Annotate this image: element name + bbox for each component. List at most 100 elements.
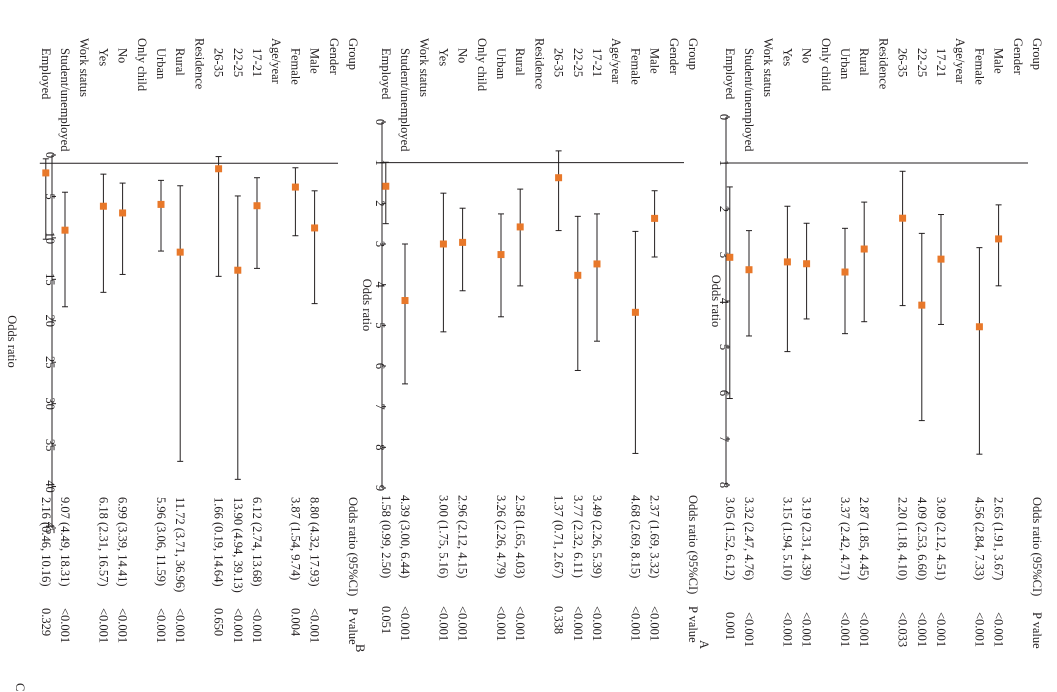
or-ci-value: 3.26 (2.26, 4.79): [494, 495, 508, 578]
x-tick-label: 8: [717, 482, 731, 488]
or-ci-value: 1.58 (0.99, 2.50): [379, 495, 393, 578]
row-label: Male: [308, 48, 322, 74]
row-label: Urban: [838, 48, 852, 80]
or-ci-value: 1.66 (0.19, 14.64): [212, 497, 226, 587]
or-ci-value: 8.80 (4.32, 17.93): [308, 497, 322, 587]
row-label: 26-35: [552, 48, 566, 77]
p-value: <0.001: [116, 608, 130, 643]
row-label: Female: [628, 48, 642, 85]
p-value: <0.001: [456, 606, 470, 641]
row-label: 17-21: [934, 48, 948, 77]
or-point: [401, 297, 409, 305]
row-label: Student/unemployed: [398, 48, 412, 152]
row-label: Yes: [96, 48, 110, 66]
or-ci-value: 6.12 (2.74, 13.68): [250, 497, 264, 587]
p-value: <0.001: [436, 606, 450, 641]
x-tick-label: 15: [43, 273, 57, 286]
or-ci-value: 4.56 (2.84, 7.33): [972, 497, 986, 580]
row-label: Student/unemployed: [742, 48, 756, 152]
or-point: [234, 266, 242, 274]
group-label: Residence: [876, 38, 890, 90]
p-value: <0.001: [857, 612, 871, 647]
row-label: Yes: [780, 48, 794, 66]
p-value: <0.001: [780, 612, 794, 647]
p-value: <0.001: [628, 606, 642, 641]
or-ci-value: 5.96 (3.06, 11.59): [154, 497, 168, 586]
or-point: [61, 226, 69, 234]
x-tick-label: 4: [373, 282, 387, 289]
p-value: <0.001: [992, 612, 1006, 647]
or-point: [918, 301, 926, 309]
p-value: <0.001: [96, 608, 110, 643]
group-label: Work status: [77, 38, 91, 97]
or-ci-value: 2.96 (2.12, 4.15): [456, 495, 470, 578]
group-label: Age/year: [269, 38, 283, 85]
row-label: No: [116, 48, 130, 63]
or-ci-value: 2.20 (1.18, 4.10): [896, 497, 910, 580]
x-axis-title: Odds ratio: [709, 275, 723, 327]
x-tick-label: 6: [717, 390, 731, 396]
or-ci-value: 3.37 (2.42, 4.71): [838, 497, 852, 580]
or-ci-value: 3.32 (2.47, 4.76): [742, 497, 756, 580]
row-label: Female: [288, 48, 302, 85]
p-value: <0.001: [838, 612, 852, 647]
or-ci-value: 3.09 (2.12, 4.51): [934, 497, 948, 580]
or-ci-value: 1.37 (0.71, 2.67): [552, 495, 566, 578]
group-label: Only child: [819, 38, 833, 92]
group-label: Age/year: [953, 38, 967, 85]
x-tick-label: 0: [43, 152, 57, 158]
x-tick-label: 1: [717, 160, 731, 166]
group-label: Group: [686, 38, 700, 70]
panel-letter: B: [353, 644, 367, 652]
p-value: <0.001: [742, 612, 756, 647]
row-label: 17-21: [590, 48, 604, 77]
x-tick-label: 2: [373, 200, 387, 206]
or-point: [382, 182, 390, 190]
x-tick-label: 20: [43, 315, 57, 328]
or-ci-value: 6.99 (3.39, 14.41): [116, 497, 130, 587]
p-value: <0.001: [915, 612, 929, 647]
p-column-header: P value: [346, 608, 360, 645]
or-ci-value: 11.72 (3.71, 36.96): [173, 497, 187, 592]
p-value: 0.650: [212, 608, 226, 636]
p-value: 0.338: [552, 606, 566, 634]
or-column-header: Odds ratio (95%CI): [346, 497, 360, 596]
or-ci-value: 3.49 (2.26, 5.39): [590, 495, 604, 578]
or-point: [157, 200, 165, 208]
or-point: [439, 240, 447, 248]
p-value: <0.001: [571, 606, 585, 641]
row-label: Yes: [436, 48, 450, 66]
group-label: Gender: [327, 38, 341, 76]
or-ci-value: 4.68 (2.69, 8.15): [628, 495, 642, 578]
or-point: [995, 235, 1003, 243]
x-tick-label: 7: [373, 404, 387, 410]
or-point: [291, 183, 299, 191]
p-value: <0.001: [250, 608, 264, 643]
p-value: <0.001: [231, 608, 245, 643]
or-point: [459, 238, 467, 246]
x-axis-title: Odds ratio: [360, 279, 374, 331]
x-tick-label: 35: [43, 439, 57, 452]
or-point: [860, 245, 868, 253]
p-column-header: P value: [1030, 612, 1044, 649]
group-label: Gender: [1011, 38, 1025, 76]
p-value: <0.001: [58, 608, 72, 643]
or-point: [516, 223, 524, 231]
x-tick-label: 6: [373, 363, 387, 369]
p-value: <0.001: [934, 612, 948, 647]
group-label: Only child: [135, 38, 149, 92]
x-tick-label: 1: [373, 160, 387, 166]
x-tick-label: 25: [43, 356, 57, 369]
row-label: No: [800, 48, 814, 63]
or-point: [253, 202, 261, 210]
or-ci-value: 9.07 (4.49, 18.31): [58, 497, 72, 587]
p-value: <0.001: [398, 606, 412, 641]
p-value: <0.001: [173, 608, 187, 643]
p-value: <0.001: [972, 612, 986, 647]
row-label: Male: [648, 48, 662, 74]
panel-letter: C: [13, 683, 27, 691]
group-label: Work status: [417, 38, 431, 97]
x-tick-label: 5: [43, 193, 57, 199]
or-ci-value: 3.15 (1.94, 5.10): [780, 497, 794, 580]
or-ci-value: 3.00 (1.75, 5.16): [436, 495, 450, 578]
